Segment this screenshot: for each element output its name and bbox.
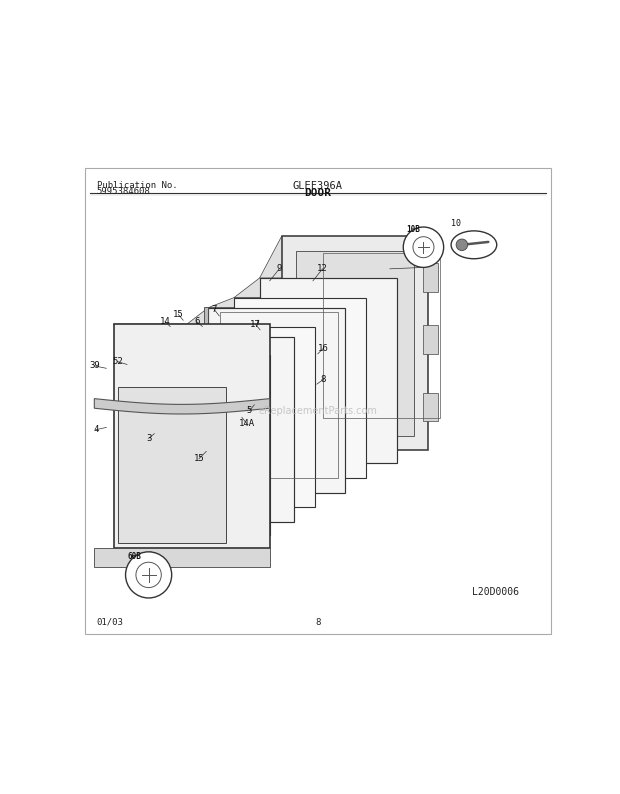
- Ellipse shape: [451, 231, 497, 259]
- Text: 60B: 60B: [128, 552, 142, 561]
- Circle shape: [125, 552, 172, 598]
- Polygon shape: [423, 326, 438, 354]
- Polygon shape: [135, 355, 270, 535]
- Text: 16: 16: [318, 344, 329, 353]
- Polygon shape: [183, 327, 315, 507]
- Text: 14: 14: [159, 317, 170, 326]
- Polygon shape: [94, 548, 270, 567]
- Text: 9: 9: [277, 264, 282, 273]
- Text: 39: 39: [89, 361, 100, 370]
- Text: 52: 52: [112, 357, 123, 366]
- Text: 10B: 10B: [406, 225, 420, 234]
- Text: 12: 12: [317, 264, 328, 273]
- Polygon shape: [234, 278, 397, 298]
- Text: 5995384608: 5995384608: [97, 187, 151, 195]
- Text: DOOR: DOOR: [304, 187, 331, 198]
- Polygon shape: [423, 263, 438, 291]
- Text: Publication No.: Publication No.: [97, 181, 177, 190]
- Text: 15: 15: [173, 310, 184, 319]
- Text: eReplacementParts.com: eReplacementParts.com: [259, 406, 377, 415]
- Polygon shape: [94, 399, 270, 414]
- Text: GLEF396A: GLEF396A: [293, 181, 343, 191]
- Text: 7: 7: [212, 305, 217, 314]
- Polygon shape: [208, 298, 366, 307]
- Text: 5: 5: [247, 406, 252, 415]
- Circle shape: [403, 227, 444, 268]
- Polygon shape: [423, 392, 438, 422]
- Polygon shape: [113, 324, 270, 548]
- Circle shape: [456, 239, 467, 251]
- Polygon shape: [296, 251, 414, 436]
- Polygon shape: [135, 337, 294, 355]
- Text: 3: 3: [146, 434, 151, 443]
- Text: 8: 8: [321, 375, 326, 384]
- Text: 8: 8: [315, 618, 321, 626]
- Polygon shape: [260, 237, 428, 278]
- Text: 6: 6: [194, 317, 200, 326]
- Polygon shape: [118, 387, 226, 543]
- Polygon shape: [157, 337, 294, 522]
- Polygon shape: [260, 278, 397, 463]
- Text: 4: 4: [93, 426, 99, 434]
- Text: 01/03: 01/03: [97, 618, 123, 626]
- Polygon shape: [147, 340, 152, 534]
- Text: 10: 10: [451, 219, 461, 228]
- Text: 14A: 14A: [239, 419, 255, 428]
- Polygon shape: [203, 307, 208, 502]
- Text: 17: 17: [250, 320, 260, 329]
- Polygon shape: [183, 307, 345, 327]
- Text: 15: 15: [193, 454, 205, 463]
- Polygon shape: [281, 237, 428, 450]
- Polygon shape: [113, 324, 270, 355]
- Text: L20D0006: L20D0006: [471, 587, 518, 596]
- Polygon shape: [208, 307, 345, 492]
- Polygon shape: [234, 298, 366, 478]
- Polygon shape: [157, 327, 315, 337]
